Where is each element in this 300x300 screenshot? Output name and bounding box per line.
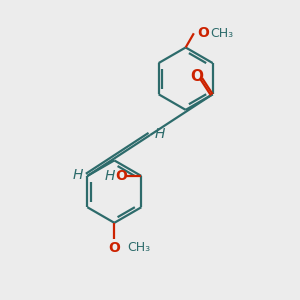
- Text: CH₃: CH₃: [127, 241, 150, 254]
- Text: H: H: [73, 167, 83, 182]
- Text: H: H: [104, 169, 115, 183]
- Text: O: O: [116, 169, 128, 183]
- Text: CH₃: CH₃: [210, 27, 233, 40]
- Text: O: O: [190, 69, 203, 84]
- Text: H: H: [154, 127, 165, 141]
- Text: O: O: [108, 241, 120, 255]
- Text: O: O: [197, 26, 209, 40]
